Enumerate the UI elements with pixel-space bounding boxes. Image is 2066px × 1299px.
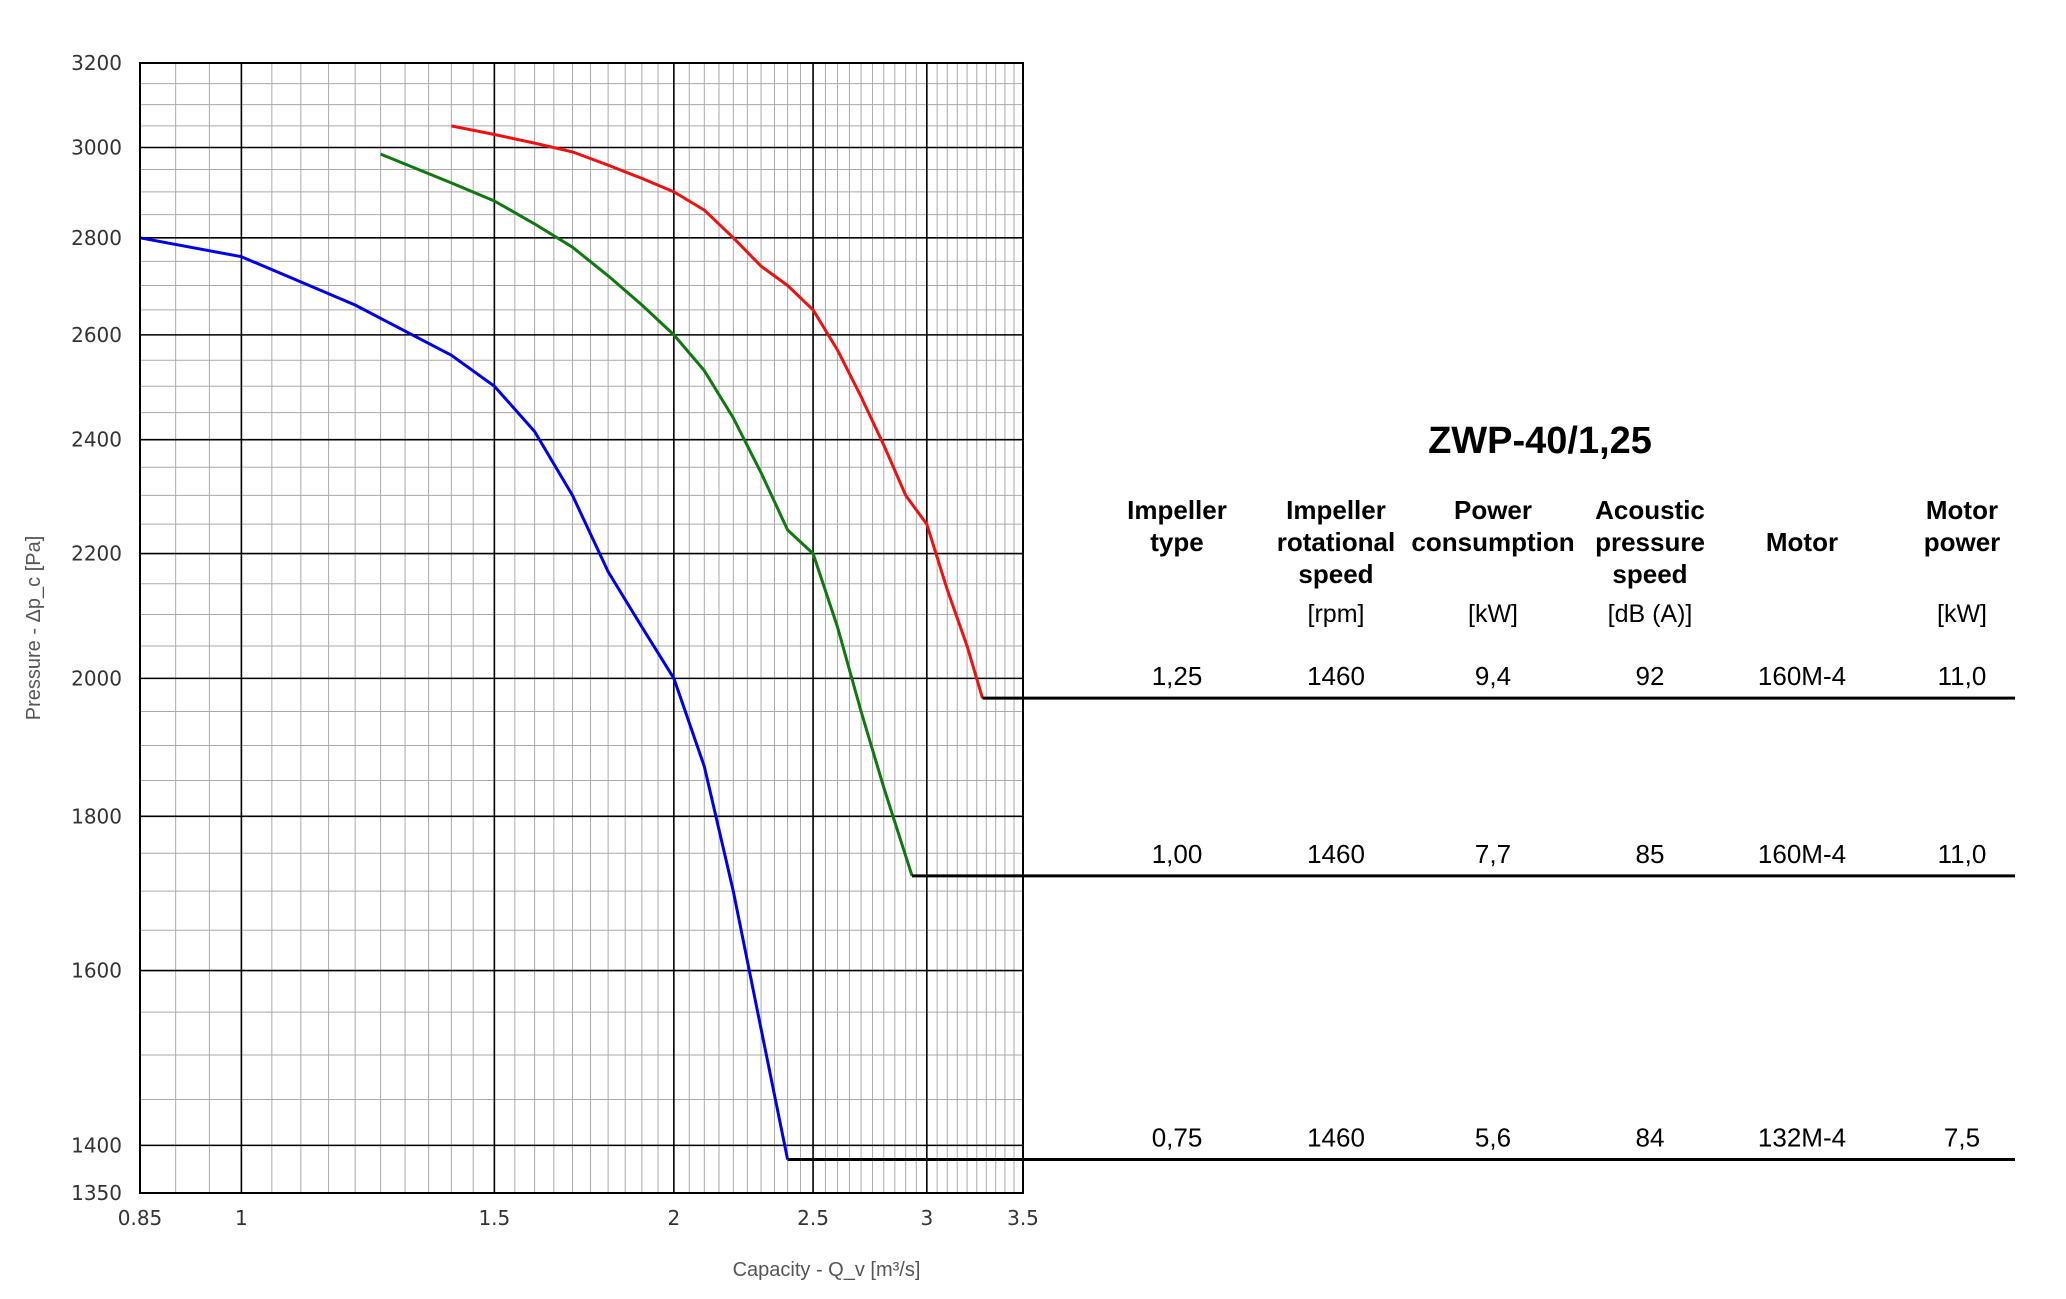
table-rows: 1,25 1460 9,4 92 160M-4 11,0 1,00 1460 7,7 85 160M… (1152, 661, 1987, 1152)
table-cell: 0,75 (1152, 1122, 1203, 1152)
y-tick-label: 1800 (71, 804, 122, 828)
column-header: Impeller (1286, 495, 1386, 525)
x-tick-label: 1 (235, 1206, 248, 1230)
table-cell: 132M-4 (1758, 1122, 1846, 1152)
y-tick-label: 2200 (71, 542, 122, 566)
column-unit: [dB (A)] (1608, 600, 1693, 628)
x-tick-label: 3.5 (1007, 1206, 1039, 1230)
y-tick-label: 1400 (71, 1133, 122, 1157)
column-unit: [kW] (1468, 600, 1518, 628)
table-cell: 11,0 (1938, 661, 1987, 691)
column-header: Motor (1926, 495, 1998, 525)
curve-series-3 (451, 124, 984, 699)
column-header: rotational (1277, 527, 1395, 557)
table-cell: 160M-4 (1758, 839, 1846, 869)
table-title: ZWP-40/1,25 (1428, 420, 1652, 462)
table-cell: 7,7 (1475, 839, 1511, 869)
table-cell: 5,6 (1475, 1122, 1511, 1152)
table-cell: 1460 (1307, 1122, 1365, 1152)
performance-curves (139, 124, 984, 1160)
grid-lines (139, 62, 1024, 1194)
y-tick-label: 3000 (71, 136, 122, 160)
column-header: pressure (1595, 527, 1705, 557)
x-tick-label: 0.85 (118, 1206, 163, 1230)
column-header: Impeller (1127, 495, 1227, 525)
column-unit: [rpm] (1308, 600, 1365, 628)
table-cell: 84 (1636, 1122, 1665, 1152)
table-cell: 9,4 (1475, 661, 1511, 691)
table-cell: 1,25 (1152, 661, 1203, 691)
y-tick-label: 3200 (71, 51, 122, 75)
column-unit: [kW] (1937, 600, 1987, 628)
column-header: Motor (1766, 527, 1838, 557)
plot-frame (139, 62, 1024, 1194)
x-tick-label: 2.5 (797, 1206, 829, 1230)
column-header: Power (1454, 495, 1532, 525)
x-tick-label: 1.5 (478, 1206, 510, 1230)
table-cell: 92 (1636, 661, 1665, 691)
curve-series-2 (380, 152, 914, 877)
y-tick-label: 2600 (71, 323, 122, 347)
y-tick-label: 1600 (71, 959, 122, 983)
y-tick-labels: 1350 1400 1600 1800 2000 2200 2400 2600 2800 3000… (71, 51, 122, 1205)
column-header: Acoustic (1595, 495, 1705, 525)
y-axis-title: Pressure - Δp_c [Pa] (23, 536, 45, 721)
table-cell: 160M-4 (1758, 661, 1846, 691)
table-cell: 7,5 (1944, 1122, 1980, 1152)
y-tick-label: 2800 (71, 226, 122, 250)
curve-series-1 (139, 236, 790, 1160)
column-header: power (1924, 527, 2001, 557)
table-header: ImpellertypeImpellerrotationalspeed[rpm]… (1127, 495, 2000, 628)
row-leader-lines (787, 696, 2015, 1161)
column-header: consumption (1411, 527, 1574, 557)
table-cell: 85 (1636, 839, 1665, 869)
x-tick-label: 3 (920, 1206, 933, 1230)
table-cell: 1,00 (1152, 839, 1203, 869)
table-cell: 11,0 (1938, 839, 1987, 869)
table-cell: 1460 (1307, 839, 1365, 869)
column-header: speed (1298, 559, 1373, 589)
x-tick-labels: 0.85 1 1.5 2 2.5 3 3.5 (118, 1206, 1039, 1230)
column-header: speed (1612, 559, 1687, 589)
column-header: type (1150, 527, 1203, 557)
x-axis-title: Capacity - Q_v [m³/s] (733, 1259, 921, 1281)
y-tick-label: 2000 (71, 666, 122, 690)
x-tick-label: 2 (667, 1206, 680, 1230)
y-tick-label: 1350 (71, 1181, 122, 1205)
y-tick-label: 2400 (71, 428, 122, 452)
table-cell: 1460 (1307, 661, 1365, 691)
